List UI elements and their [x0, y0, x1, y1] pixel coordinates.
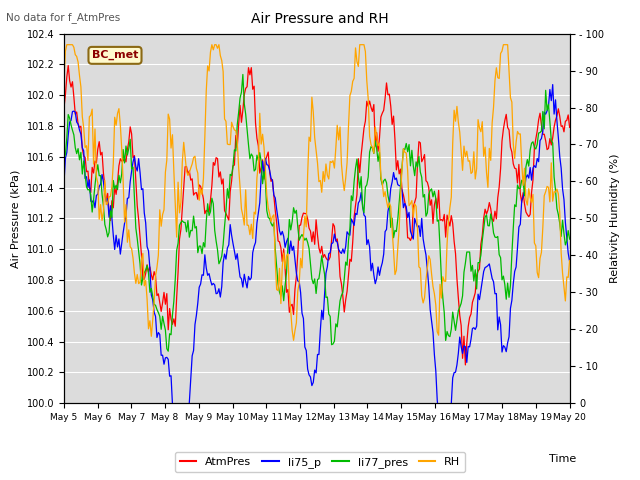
Legend: AtmPres, li75_p, li77_pres, RH: AtmPres, li75_p, li77_pres, RH [175, 452, 465, 472]
Text: Time: Time [548, 454, 576, 464]
Y-axis label: Relativity Humidity (%): Relativity Humidity (%) [610, 154, 620, 283]
Y-axis label: Air Pressure (kPa): Air Pressure (kPa) [11, 169, 21, 267]
Text: Air Pressure and RH: Air Pressure and RH [251, 12, 389, 26]
Text: BC_met: BC_met [92, 50, 138, 60]
Text: No data for f_AtmPres: No data for f_AtmPres [6, 12, 121, 23]
